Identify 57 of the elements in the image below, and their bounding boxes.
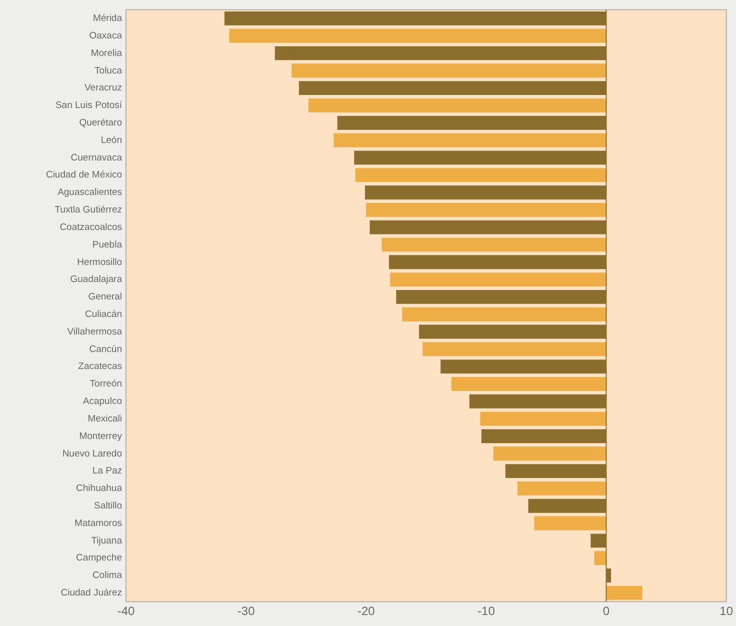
bar: [534, 516, 606, 530]
x-tick-label: 10: [720, 604, 734, 618]
y-tick-label: Colima: [92, 570, 123, 582]
bar: [480, 412, 606, 426]
y-tick-label: Saltillo: [94, 500, 122, 512]
y-tick-label: Guadalajara: [70, 274, 123, 286]
y-tick-label: Tijuana: [91, 535, 123, 546]
bar: [390, 272, 606, 286]
y-tick-label: Torreón: [90, 378, 122, 390]
x-tick-label: -10: [478, 604, 496, 618]
y-tick-label: Mexicali: [88, 413, 122, 424]
x-tick-label: -20: [357, 604, 376, 618]
bar: [334, 133, 606, 148]
y-tick-label: Monterrey: [79, 430, 122, 442]
y-tick-label: Mérida: [92, 13, 123, 24]
y-tick-label: Hermosillo: [77, 256, 122, 268]
y-tick-label: Tuxtla Gutiérrez: [54, 204, 122, 216]
bar: [451, 377, 606, 391]
bar: [382, 238, 606, 252]
y-tick-label: Aguascalientes: [58, 187, 122, 198]
bar: [517, 481, 606, 496]
x-tick-label: -40: [117, 604, 135, 618]
y-tick-label: Matamoros: [74, 518, 122, 529]
bar: [606, 586, 642, 600]
y-tick-label: La Paz: [92, 466, 122, 477]
bar: [493, 446, 606, 461]
y-tick-label: León: [100, 134, 122, 146]
y-tick-label: Cuernavaca: [70, 152, 123, 164]
bar: [422, 342, 606, 356]
bar: [366, 202, 606, 217]
y-tick-label: Nuevo Laredo: [62, 448, 122, 460]
y-tick-label: Coatzacoalcos: [60, 222, 122, 233]
y-tick-label: Zacatecas: [78, 361, 122, 372]
y-tick-label: Chihuahua: [76, 483, 123, 494]
y-tick-label: General: [88, 292, 122, 303]
y-tick-label: Toluca: [94, 65, 123, 76]
bar: [402, 307, 606, 322]
y-tick-label: Veracruz: [84, 82, 122, 94]
y-tick-label: Campeche: [76, 552, 122, 564]
y-tick-label: Ciudad de México: [46, 170, 122, 181]
y-tick-label: Querétaro: [79, 117, 122, 128]
y-tick-label: Oaxaca: [89, 30, 123, 42]
x-tick-label: 0: [602, 604, 610, 618]
y-tick-label: Villahermosa: [67, 326, 123, 338]
bar: [229, 28, 606, 43]
y-tick-label: Culiacán: [85, 308, 122, 320]
y-tick-label: Puebla: [92, 239, 123, 250]
y-tick-label: Morelia: [90, 48, 123, 59]
y-tick-label: San Luis Potosí: [55, 100, 122, 112]
y-tick-label: Ciudad Juárez: [60, 588, 122, 599]
y-tick-label: Acapulco: [82, 396, 122, 408]
bar: [355, 168, 606, 182]
bar: [292, 64, 606, 78]
x-tick-label: -30: [237, 604, 256, 618]
y-tick-label: Cancún: [89, 344, 122, 355]
bar: [308, 98, 606, 112]
bar: [594, 551, 606, 566]
